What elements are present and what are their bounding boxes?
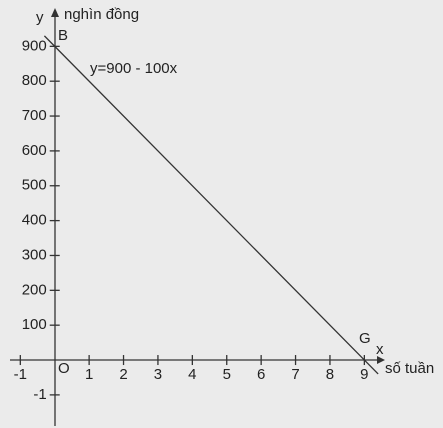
x-tick-label: 9 (360, 366, 368, 383)
x-tick-label: 7 (291, 366, 299, 383)
y-tick-label: 700 (22, 107, 47, 124)
x-tick-label: 1 (85, 366, 93, 383)
x-arrow (377, 356, 385, 364)
point-label: G (359, 330, 371, 347)
x-unit: số tuần (385, 360, 434, 377)
x-tick-label: 6 (257, 366, 265, 383)
y-arrow (51, 8, 59, 17)
line (43, 35, 379, 375)
y-tick-label: 600 (22, 142, 47, 159)
y-tick-label: 300 (22, 246, 47, 263)
y-unit: nghìn đồng (64, 6, 139, 23)
origin-label: O (58, 360, 70, 377)
x-tick-label: 2 (119, 366, 127, 383)
y-tick-label: 200 (22, 281, 47, 298)
y-tick-label: 800 (22, 72, 47, 89)
equation: y=900 - 100x (90, 60, 178, 77)
point-label: B (58, 27, 68, 44)
x-tick-label: 3 (154, 366, 162, 383)
y-tick-label: 400 (22, 212, 47, 229)
x-tick-label: -1 (14, 366, 27, 383)
x-tick-label: 8 (326, 366, 334, 383)
x-tick-label: 5 (223, 366, 231, 383)
y-axis-label: y (36, 9, 44, 26)
y-tick-label: 500 (22, 177, 47, 194)
x-tick-label: 4 (188, 366, 196, 383)
y-tick-label: 100 (22, 316, 47, 333)
y-tick-label: -1 (33, 386, 46, 403)
x-axis-label: x (376, 341, 384, 358)
y-tick-label: 900 (22, 37, 47, 54)
